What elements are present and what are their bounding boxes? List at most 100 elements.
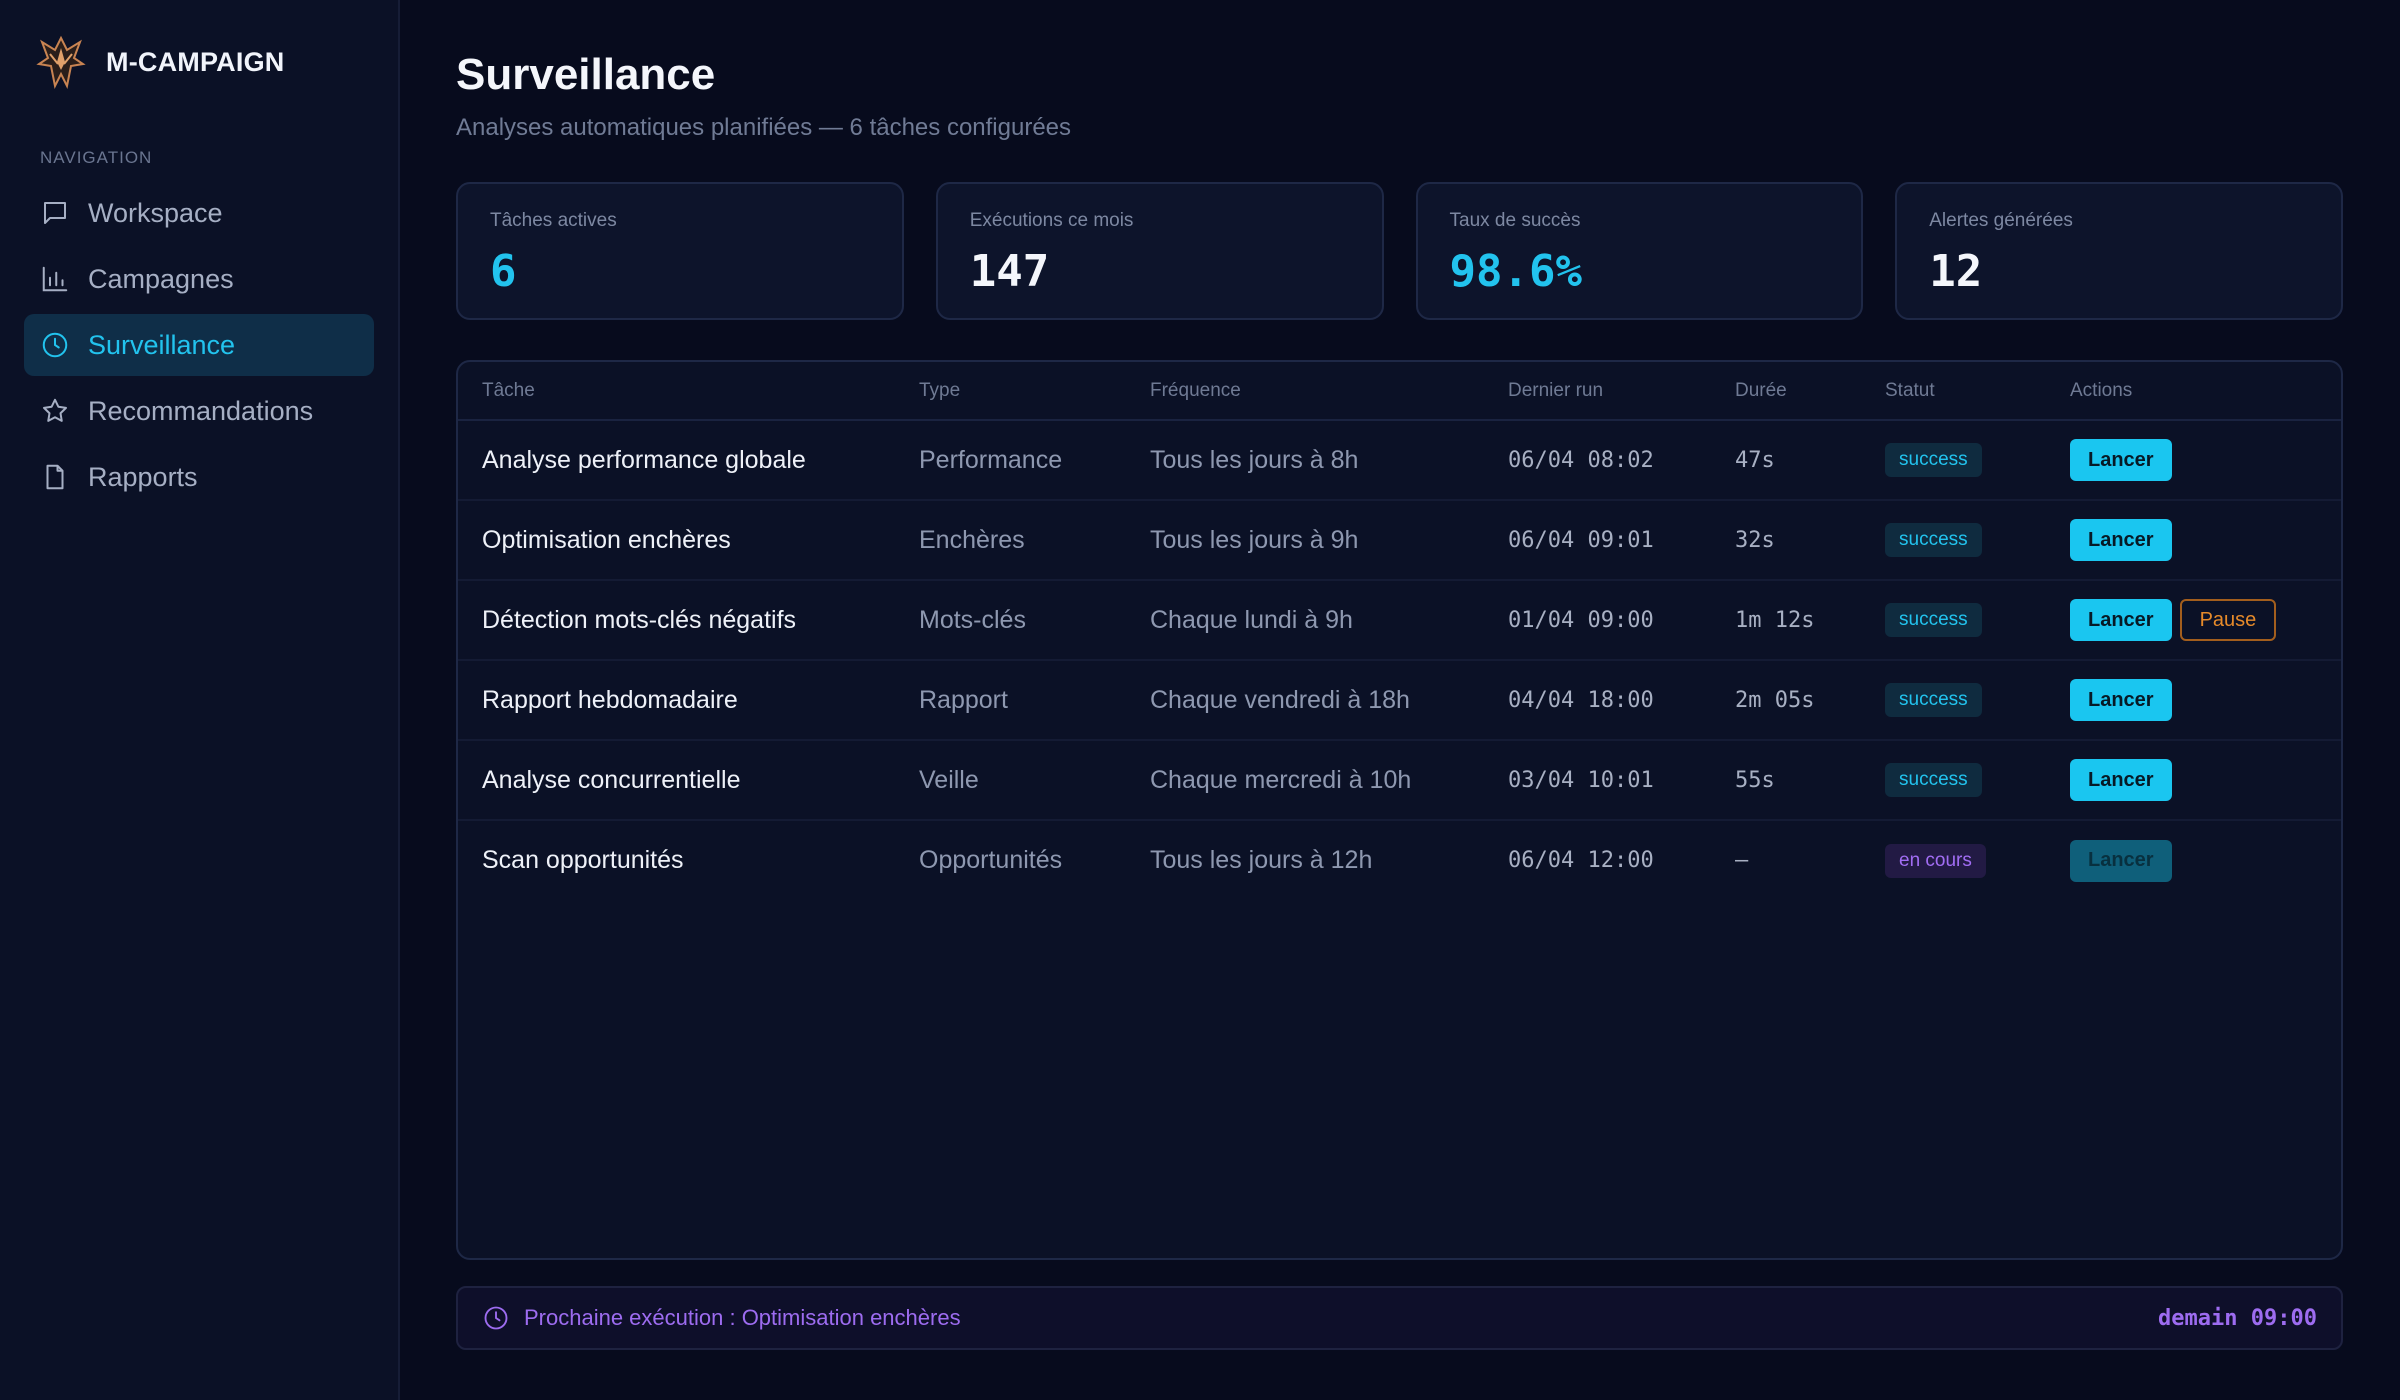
task-name: Scan opportunités [482,846,684,874]
status-badge: success [1885,443,1982,477]
launch-button[interactable]: Lancer [2070,519,2172,561]
nav-item-label: Workspace [88,197,223,228]
brand[interactable]: M-CAMPAIGN [24,32,374,92]
brand-logo-icon [36,35,86,90]
stat-value: 147 [969,246,1050,297]
task-frequency: Tous les jours à 12h [1150,846,1373,874]
task-duration: — [1735,848,1749,873]
task-frequency: Tous les jours à 9h [1126,500,1484,581]
task-actions-cell: Lancer [2046,820,2341,900]
stats-row: Tâches actives 6 Exécutions ce mois 147 … [456,182,2343,320]
sidebar: M-CAMPAIGN NAVIGATION Workspace Campagne… [0,0,400,1400]
task-actions-cell: Lancer [2046,420,2341,501]
table-row[interactable]: Détection mots-clés négatifs Mots-clés C… [458,580,2341,661]
stat-label: Exécutions ce mois [969,210,1134,231]
column-header-task[interactable]: Tâche [458,362,895,421]
task-frequency: Chaque lundi à 9h [1126,580,1484,661]
status-badge: success [1885,603,1982,637]
status-badge: success [1885,763,1982,797]
nav-item-rapports[interactable]: Rapports [24,446,374,508]
bar-chart-icon [42,266,68,292]
table-row[interactable]: Analyse performance globale Performance … [458,420,2341,501]
column-header-type[interactable]: Type [895,362,1126,421]
table-row[interactable]: Rapport hebdomadaire Rapport Chaque vend… [458,660,2341,741]
task-status-cell: success [1861,660,2046,741]
task-type: Opportunités [919,846,1063,874]
task-actions-cell: Lancer [2046,500,2341,581]
document-icon [46,464,64,490]
status-badge: en cours [1885,843,1986,878]
clock-icon [42,332,68,358]
task-duration: 47s [1711,420,1861,501]
stat-card-executions: Exécutions ce mois 147 [935,182,1384,320]
stat-card-success-rate: Taux de succès 98.6% [1415,182,1864,320]
table-row[interactable]: Scan opportunités Opportunités Tous les … [458,820,2341,900]
column-header-frequency[interactable]: Fréquence [1126,362,1484,421]
stat-label: Alertes générées [1929,210,2073,231]
next-run-banner: Prochaine exécution : Optimisation enchè… [456,1286,2343,1350]
pause-button[interactable]: Pause [2179,599,2277,641]
task-frequency: Tous les jours à 8h [1126,420,1484,501]
next-run-label: Prochaine exécution : Optimisation enchè… [524,1305,961,1330]
next-run-time: demain 09:00 [2158,1305,2317,1331]
next-run-info: Prochaine exécution : Optimisation enchè… [482,1304,961,1332]
tasks-table: Tâche Type Fréquence Dernier run Durée S… [458,362,2341,900]
nav-item-campagnes[interactable]: Campagnes [24,248,374,310]
launch-button[interactable]: Lancer [2070,839,2172,882]
status-badge: success [1885,683,1982,717]
task-last-run: 06/04 08:02 [1484,420,1711,501]
task-frequency: Chaque mercredi à 10h [1126,740,1484,821]
column-header-last-run[interactable]: Dernier run [1484,362,1711,421]
launch-button[interactable]: Lancer [2070,439,2172,481]
task-name: Détection mots-clés négatifs [458,580,895,661]
page-subtitle: Analyses automatiques planifiées — 6 tâc… [456,114,1072,141]
launch-button[interactable]: Lancer [2070,759,2172,801]
status-badge: success [1885,523,1982,557]
task-name: Rapport hebdomadaire [458,660,895,741]
nav-item-surveillance[interactable]: Surveillance [24,314,374,376]
task-last-run: 04/04 18:00 [1484,660,1711,741]
task-actions-cell: Lancer [2046,740,2341,821]
stat-value: 12 [1929,246,1983,297]
main-content: Surveillance Analyses automatiques plani… [400,0,2400,1400]
task-status-cell: success [1861,420,2046,501]
task-status-cell: en cours [1861,820,2046,900]
chat-bubble-icon [44,202,66,224]
task-actions-cell: Lancer [2046,660,2341,741]
column-header-actions: Actions [2046,362,2341,421]
stat-value: 98.6% [1449,246,1582,297]
nav-item-label: Rapports [88,461,198,492]
brand-name: M-CAMPAIGN [106,46,285,77]
task-name: Optimisation enchères [458,500,895,581]
table-header-row: Tâche Type Fréquence Dernier run Durée S… [458,362,2341,421]
task-status-cell: success [1861,580,2046,661]
task-status-cell: success [1861,500,2046,581]
column-header-status[interactable]: Statut [1861,362,2046,421]
page-title: Surveillance [456,50,716,99]
task-duration: 32s [1711,500,1861,581]
stat-value: 6 [490,246,517,297]
launch-button[interactable]: Lancer [2070,679,2172,721]
column-header-duration[interactable]: Durée [1711,362,1861,421]
stat-label: Tâches actives [490,210,617,231]
table-row[interactable]: Analyse concurrentielle Veille Chaque me… [458,740,2341,821]
task-name: Analyse performance globale [458,420,895,501]
task-status-cell: success [1861,740,2046,821]
task-duration: 55s [1711,740,1861,821]
task-last-run: 06/04 09:01 [1484,500,1711,581]
task-last-run: 01/04 09:00 [1484,580,1711,661]
table-row[interactable]: Optimisation enchères Enchères Tous les … [458,500,2341,581]
nav-item-workspace[interactable]: Workspace [24,182,374,244]
task-type: Performance [895,420,1126,501]
task-duration: 2m 05s [1711,660,1861,741]
nav-item-recommandations[interactable]: Recommandations [24,380,374,442]
launch-button[interactable]: Lancer [2070,599,2172,641]
task-last-run: 03/04 10:01 [1484,740,1711,821]
task-duration: 1m 12s [1711,580,1861,661]
task-last-run: 06/04 12:00 [1508,848,1654,873]
task-name: Analyse concurrentielle [458,740,895,821]
task-type: Enchères [895,500,1126,581]
task-type: Rapport [895,660,1126,741]
star-icon [43,398,67,422]
